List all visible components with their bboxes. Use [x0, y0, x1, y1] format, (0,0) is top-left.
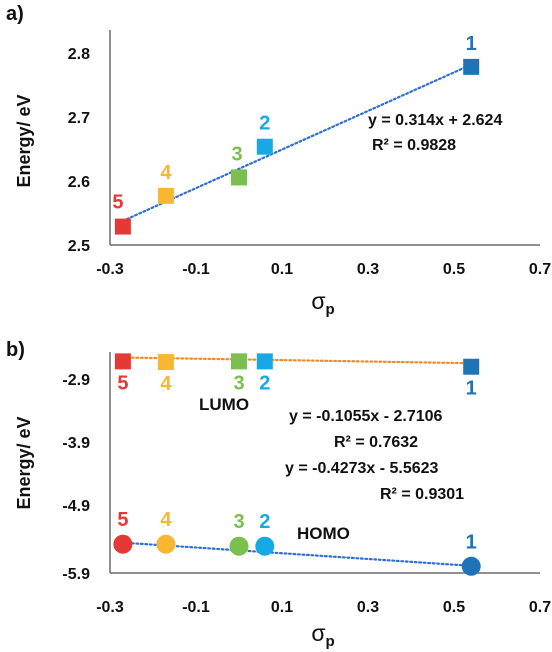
panel-a-x-axis-label-sub: p — [326, 301, 335, 318]
lumo-point-label-1: 1 — [466, 378, 477, 400]
panel-a-x-tick-label: 0.1 — [271, 261, 293, 278]
panel-a-x-tick-label: 0.5 — [443, 261, 465, 278]
panel-a-marks: 5 4 32 1 — [112, 33, 480, 235]
homo-point-4 — [156, 534, 176, 554]
panel-a-r-squared: R² = 0.9828 — [372, 137, 456, 154]
panel-b-y-ticks: -2.9 -3.9 -4.9 -5.9 — [62, 372, 90, 583]
panel-a-x-tick-label: 0.7 — [529, 261, 551, 278]
panel-b-x-axis-label: σp — [311, 620, 334, 650]
panel-a-point-label-3: 3 — [231, 143, 242, 165]
panel-a-y-tick-label: 2.6 — [68, 174, 90, 191]
panel-b-y-tick-label: -2.9 — [62, 372, 90, 389]
panel-a-x-ticks: -0.3 -0.1 0.1 0.3 0.5 0.7 — [96, 261, 551, 278]
panel-a-y-tick-label: 2.5 — [68, 238, 90, 255]
panel-a-point-1 — [463, 58, 480, 75]
panel-b-y-axis-label: Energy/ eV — [14, 416, 34, 509]
panel-a-trendline — [121, 63, 473, 223]
panel-b-x-tick-label: 0.5 — [443, 599, 465, 616]
panel-a-point-3 — [231, 169, 247, 186]
lumo-trendline — [121, 356, 473, 365]
lumo-point-3 — [231, 353, 247, 370]
panel-b-y-tick-label: -4.9 — [62, 498, 90, 515]
panel-b-x-tick-label: -0.3 — [96, 599, 124, 616]
homo-point-1 — [461, 556, 481, 576]
panel-a-point-label-4: 4 — [160, 162, 172, 184]
panel-a-y-tick-label: 2.8 — [68, 46, 90, 63]
panel-a-point-label-5: 5 — [112, 192, 123, 214]
panel-a-x-axis-label-main: σ — [311, 288, 325, 314]
panel-b-x-tick-label: 0.1 — [271, 599, 293, 616]
lumo-point-1 — [463, 358, 480, 375]
homo-trend-equation: y = -0.4273x - 5.5623 — [285, 460, 439, 477]
panel-a-x-axis-label: σp — [311, 288, 334, 318]
homo-point-2 — [255, 536, 275, 556]
panel-a: a) Energy/ eV -0.3 -0.1 0.1 0.3 0.5 0.7 … — [6, 3, 551, 318]
panel-b-marks: 5 4 3 2 15 4 3 21 — [113, 353, 481, 576]
homo-point-label-2: 2 — [259, 511, 270, 533]
panel-a-point-label-1: 1 — [466, 33, 477, 55]
panel-a-trend-equation: y = 0.314x + 2.624 — [368, 112, 502, 129]
homo-point-label-4: 4 — [160, 509, 172, 531]
panel-a-y-ticks: 2.5 2.6 2.7 2.8 — [68, 46, 90, 255]
homo-trendline — [121, 541, 473, 567]
homo-point-label-1: 1 — [466, 531, 477, 553]
lumo-point-4 — [157, 354, 174, 371]
homo-point-3 — [229, 536, 249, 556]
homo-point-5 — [113, 534, 133, 554]
lumo-label: LUMO — [199, 395, 249, 414]
panel-a-y-axis-label: Energy/ eV — [14, 94, 34, 187]
lumo-point-label-3: 3 — [233, 372, 244, 394]
panel-b-y-tick-label: -3.9 — [62, 435, 90, 452]
panel-b-y-tick-label: -5.9 — [62, 566, 90, 583]
panel-a-point-5 — [114, 218, 131, 235]
panel-b-x-tick-label: -0.1 — [182, 599, 210, 616]
panel-b-x-tick-label: 0.3 — [357, 599, 379, 616]
lumo-point-2 — [256, 353, 273, 370]
lumo-point-label-2: 2 — [259, 372, 270, 394]
panel-b-x-tick-label: 0.7 — [529, 599, 551, 616]
homo-point-label-3: 3 — [233, 511, 244, 533]
lumo-trend-equation: y = -0.1055x - 2.7106 — [289, 408, 443, 425]
panel-a-label: a) — [6, 3, 24, 25]
panel-a-x-tick-label: -0.1 — [182, 261, 210, 278]
panel-a-point-label-2: 2 — [259, 113, 270, 135]
panel-b: b) Energy/ eV -0.3 -0.1 0.1 0.3 0.5 0.7 … — [6, 339, 551, 650]
panel-b-x-axis-label-sub: p — [326, 633, 335, 650]
panel-a-x-tick-label: 0.3 — [357, 261, 379, 278]
panel-b-x-axis-label-main: σ — [311, 620, 325, 646]
homo-point-label-5: 5 — [117, 509, 128, 531]
lumo-r-squared: R² = 0.7632 — [334, 434, 418, 451]
homo-label: HOMO — [297, 524, 350, 543]
homo-r-squared: R² = 0.9301 — [380, 486, 464, 503]
panel-a-point-4 — [157, 187, 174, 204]
panel-a-x-tick-label: -0.3 — [96, 261, 124, 278]
lumo-point-label-5: 5 — [117, 372, 128, 394]
panel-b-label: b) — [6, 339, 25, 361]
panel-b-x-ticks: -0.3 -0.1 0.1 0.3 0.5 0.7 — [96, 599, 551, 616]
lumo-point-label-4: 4 — [160, 373, 172, 395]
panel-a-point-2 — [256, 138, 273, 155]
panel-a-y-tick-label: 2.7 — [68, 110, 90, 127]
lumo-point-5 — [114, 353, 131, 370]
